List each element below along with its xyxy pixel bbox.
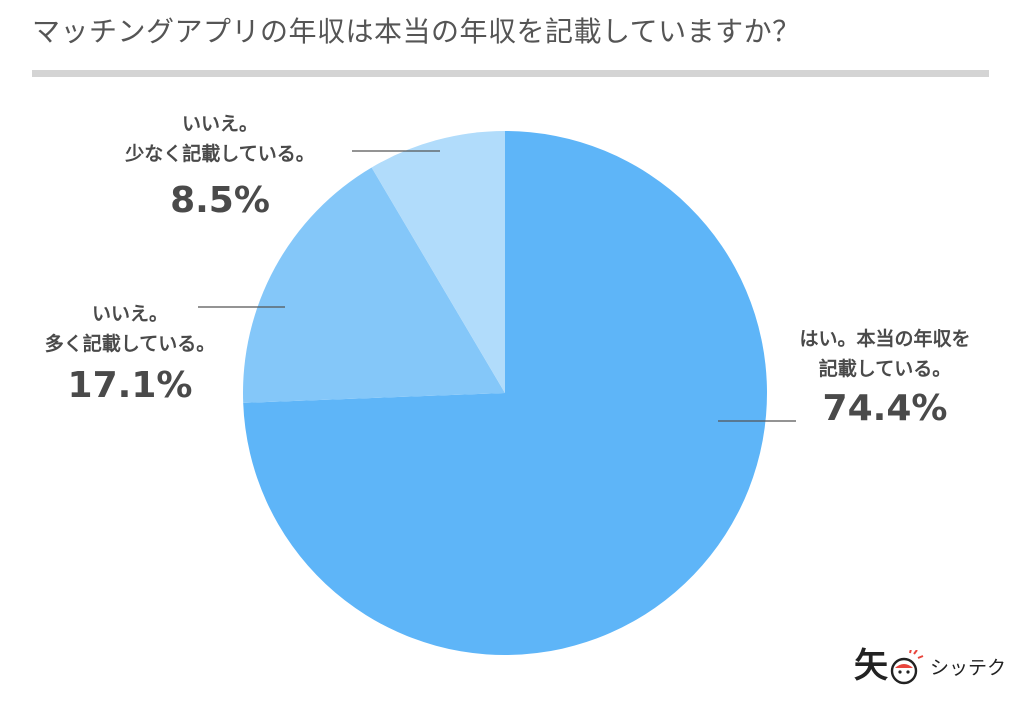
title-underline	[32, 70, 989, 77]
slice-percent-yes: 74.4%	[823, 388, 948, 429]
logo-mark: 矢	[854, 646, 888, 686]
slice-label-yes-line2: 記載している。	[819, 357, 951, 380]
pie-slice-less	[371, 131, 505, 393]
slice-label-yes-line1: はい。本当の年収を	[799, 327, 970, 350]
slice-label-less-line2: 少なく記載している。	[124, 142, 314, 165]
logo-face-icon	[890, 650, 924, 685]
slice-label-more-line1: いいえ。	[92, 303, 168, 325]
pie-slice-more	[243, 167, 505, 403]
slice-percent-less: 8.5%	[170, 180, 270, 221]
slice-percent-more: 17.1%	[68, 365, 193, 406]
slice-label-less-line1: いいえ。	[182, 113, 258, 135]
pie-slice-yes	[243, 131, 767, 656]
slice-label-more-line2: 多く記載している。	[45, 332, 215, 355]
logo-text: シッテク	[930, 657, 1007, 679]
brand-logo: 矢 シッテク	[854, 642, 1014, 692]
chart-title: マッチングアプリの年収は本当の年収を記載していますか？	[32, 15, 801, 48]
